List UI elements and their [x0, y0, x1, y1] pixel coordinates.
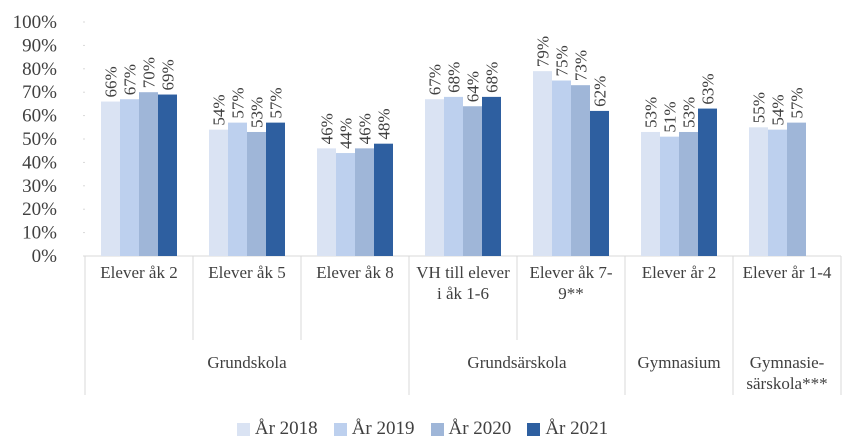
value-label: 67%	[426, 64, 445, 95]
y-tick-label: 100%	[13, 12, 58, 33]
y-tick-label: 10%	[22, 223, 57, 244]
bar	[533, 71, 552, 256]
bar	[463, 106, 482, 257]
group-label: Gymnasium	[637, 353, 721, 372]
x-tick-label: VH till elever i åk 1-6	[416, 263, 510, 303]
bar	[482, 96, 501, 256]
value-label: 66%	[102, 66, 121, 97]
y-tick-label: 80%	[22, 59, 57, 80]
value-label: 55%	[750, 92, 769, 123]
bar	[425, 99, 444, 256]
bar	[374, 143, 393, 256]
value-label: 54%	[210, 94, 229, 125]
value-label: 57%	[267, 87, 286, 118]
bar	[336, 153, 355, 256]
bar	[679, 131, 698, 256]
value-label: 46%	[318, 113, 337, 144]
bar	[590, 110, 609, 256]
value-label: 75%	[553, 45, 572, 76]
value-label: 57%	[788, 87, 807, 118]
y-tick-label: 40%	[22, 152, 57, 173]
legend-item: År 2020	[430, 418, 512, 440]
legend: År 2018 År 2019 År 2020 År 2021	[0, 418, 845, 440]
bar	[228, 122, 247, 257]
legend-swatch	[430, 422, 444, 436]
bar	[158, 94, 177, 256]
value-label: 44%	[337, 118, 356, 149]
bar	[139, 92, 158, 256]
value-label: 67%	[121, 64, 140, 95]
bar	[209, 129, 228, 256]
value-label: 57%	[229, 87, 248, 118]
group-label: Grundskola	[207, 353, 287, 372]
y-tick-label: 0%	[32, 246, 58, 267]
legend-label: År 2018	[254, 418, 318, 439]
value-label: 64%	[464, 71, 483, 102]
bar	[552, 80, 571, 256]
legend-label: År 2019	[351, 418, 415, 439]
y-tick-label: 70%	[22, 82, 57, 103]
bar	[101, 101, 120, 256]
bar	[641, 131, 660, 256]
value-label: 79%	[534, 36, 553, 67]
x-tick-label: Elever år 2	[641, 263, 717, 282]
value-label: 54%	[769, 94, 788, 125]
bar	[768, 129, 787, 256]
legend-label: År 2020	[448, 418, 512, 439]
legend-swatch	[236, 422, 250, 436]
value-label: 73%	[572, 50, 591, 81]
bar	[444, 96, 463, 256]
value-label: 62%	[591, 76, 610, 107]
value-label: 63%	[699, 73, 718, 104]
value-label: 46%	[356, 113, 375, 144]
y-tick-label: 20%	[22, 199, 57, 220]
x-tick-label: Elever år 1-4	[742, 263, 832, 282]
x-tick-label: Elever åk 7-9**	[529, 263, 613, 303]
legend-label: År 2021	[545, 418, 609, 439]
bar	[355, 148, 374, 256]
bar	[120, 99, 139, 256]
y-tick-label: 90%	[22, 35, 57, 56]
bar	[317, 148, 336, 256]
bar	[749, 127, 768, 256]
value-label: 70%	[140, 57, 159, 88]
legend-item: År 2021	[527, 418, 608, 440]
group-label: Grundsärskola	[467, 353, 567, 372]
value-label: 53%	[642, 97, 661, 128]
x-tick-label: Elever åk 2	[100, 263, 178, 282]
group-label: Gymnasie-särskola***	[746, 353, 828, 393]
value-label: 51%	[661, 101, 680, 132]
legend-swatch	[527, 422, 541, 436]
bar	[660, 136, 679, 256]
value-label: 69%	[159, 59, 178, 90]
value-label: 48%	[375, 109, 394, 140]
bar	[571, 85, 590, 257]
value-label: 53%	[680, 97, 699, 128]
legend-swatch	[333, 422, 347, 436]
legend-item: År 2019	[333, 418, 415, 440]
bar	[266, 122, 285, 257]
bar	[247, 131, 266, 256]
value-label: 68%	[483, 62, 502, 93]
y-tick-label: 60%	[22, 106, 57, 127]
y-tick-label: 50%	[22, 129, 57, 150]
value-label: 68%	[445, 62, 464, 93]
y-tick-label: 30%	[22, 176, 57, 197]
x-tick-label: Elever åk 8	[316, 263, 394, 282]
bar	[698, 108, 717, 256]
bar	[787, 122, 806, 257]
legend-item: År 2018	[236, 418, 318, 440]
value-label: 53%	[248, 97, 267, 128]
x-tick-label: Elever åk 5	[208, 263, 286, 282]
